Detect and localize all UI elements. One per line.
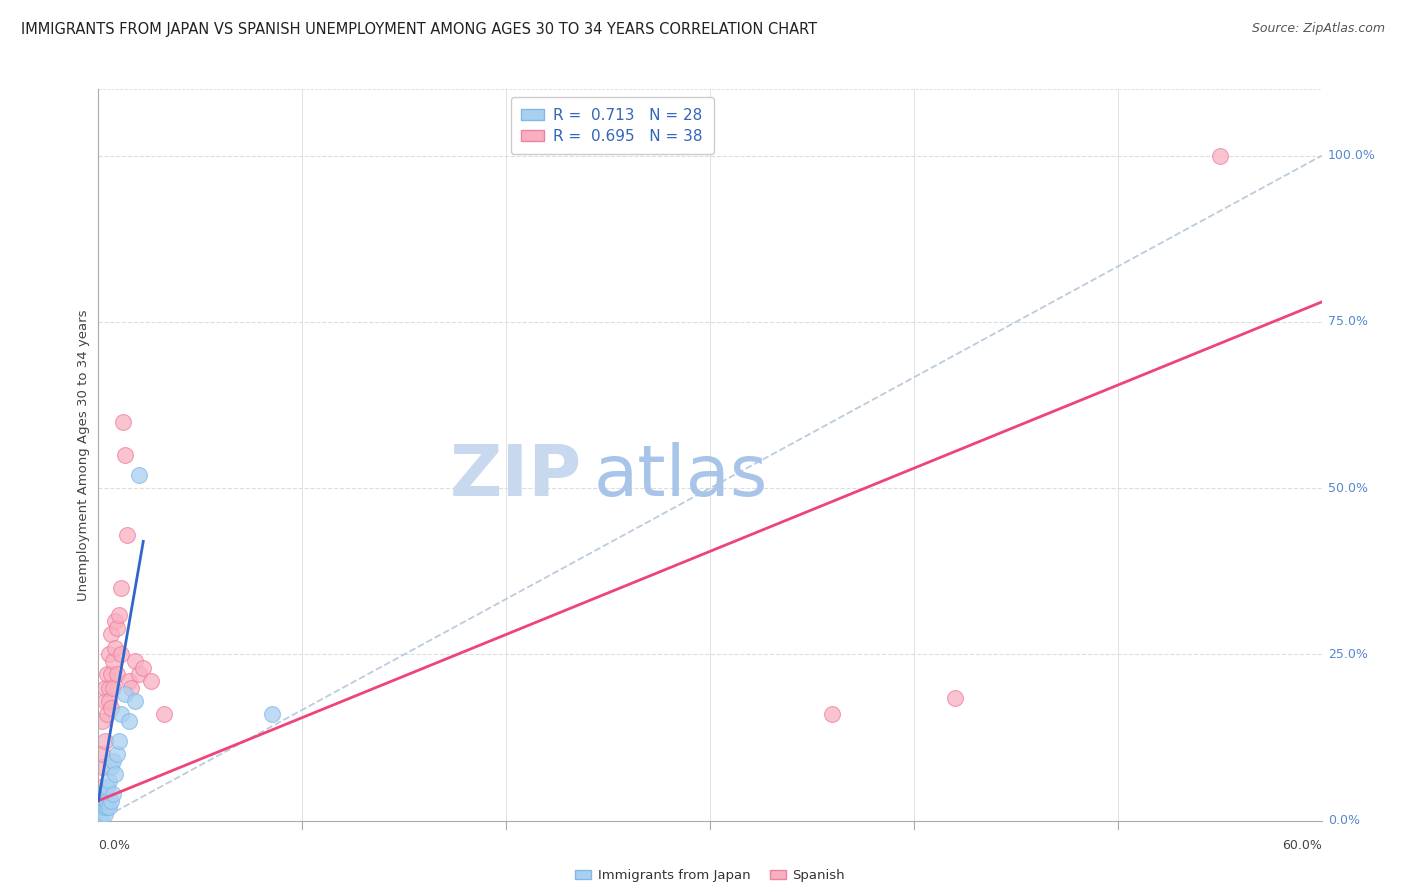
Point: [108, 734, 131, 748]
Point: [111, 415, 134, 429]
Text: 50.0%: 50.0%: [1327, 482, 1368, 495]
Point: [100, 700, 122, 714]
Text: ZIP: ZIP: [450, 442, 582, 511]
Point: [93, 734, 115, 748]
Point: [89, 800, 111, 814]
Point: [96, 707, 118, 722]
Point: [104, 614, 127, 628]
Point: [93, 694, 115, 708]
Text: 60.0%: 60.0%: [1282, 838, 1322, 852]
Point: [97, 694, 120, 708]
Point: [115, 527, 138, 541]
Point: [128, 467, 150, 482]
Point: [118, 673, 141, 688]
Point: [124, 694, 146, 708]
Point: [943, 690, 966, 705]
Point: [110, 707, 132, 722]
Point: [100, 627, 122, 641]
Point: [110, 648, 132, 662]
Point: [118, 714, 141, 728]
Point: [100, 794, 122, 808]
Point: [91, 807, 114, 822]
Point: [152, 707, 174, 722]
Point: [105, 621, 128, 635]
Point: [97, 800, 120, 814]
Point: [93, 794, 115, 808]
Point: [89, 794, 111, 808]
Point: [97, 648, 120, 662]
Point: [93, 800, 115, 814]
Point: [114, 687, 136, 701]
Point: [101, 787, 124, 801]
Point: [89, 800, 111, 814]
Point: [93, 807, 115, 822]
Point: [96, 794, 118, 808]
Point: [114, 448, 136, 462]
Point: [91, 747, 114, 761]
Point: [93, 681, 115, 695]
Point: [101, 754, 124, 768]
Point: [100, 667, 122, 681]
Text: Source: ZipAtlas.com: Source: ZipAtlas.com: [1251, 22, 1385, 36]
Point: [96, 800, 118, 814]
Legend: Immigrants from Japan, Spanish: Immigrants from Japan, Spanish: [569, 863, 851, 888]
Point: [96, 780, 118, 795]
Text: 0.0%: 0.0%: [98, 838, 131, 852]
Point: [141, 673, 163, 688]
Point: [93, 787, 115, 801]
Point: [110, 581, 132, 595]
Y-axis label: Unemployment Among Ages 30 to 34 years: Unemployment Among Ages 30 to 34 years: [77, 310, 90, 600]
Point: [104, 640, 127, 655]
Point: [105, 747, 128, 761]
Text: atlas: atlas: [593, 442, 768, 511]
Point: [821, 707, 844, 722]
Point: [97, 681, 120, 695]
Point: [101, 654, 124, 668]
Point: [124, 654, 146, 668]
Point: [132, 661, 155, 675]
Point: [91, 714, 114, 728]
Point: [1209, 149, 1232, 163]
Point: [105, 667, 128, 681]
Text: 100.0%: 100.0%: [1327, 149, 1375, 162]
Point: [120, 681, 142, 695]
Point: [91, 800, 114, 814]
Point: [100, 760, 122, 774]
Point: [108, 607, 131, 622]
Text: 25.0%: 25.0%: [1327, 648, 1368, 661]
Text: 75.0%: 75.0%: [1327, 316, 1368, 328]
Point: [128, 667, 150, 681]
Point: [101, 681, 124, 695]
Text: 0.0%: 0.0%: [1327, 814, 1360, 827]
Point: [91, 760, 114, 774]
Point: [89, 780, 111, 795]
Text: IMMIGRANTS FROM JAPAN VS SPANISH UNEMPLOYMENT AMONG AGES 30 TO 34 YEARS CORRELAT: IMMIGRANTS FROM JAPAN VS SPANISH UNEMPLO…: [21, 22, 817, 37]
Point: [260, 707, 283, 722]
Point: [104, 767, 127, 781]
Point: [96, 667, 118, 681]
Point: [89, 807, 111, 822]
Point: [91, 794, 114, 808]
Point: [97, 773, 120, 788]
